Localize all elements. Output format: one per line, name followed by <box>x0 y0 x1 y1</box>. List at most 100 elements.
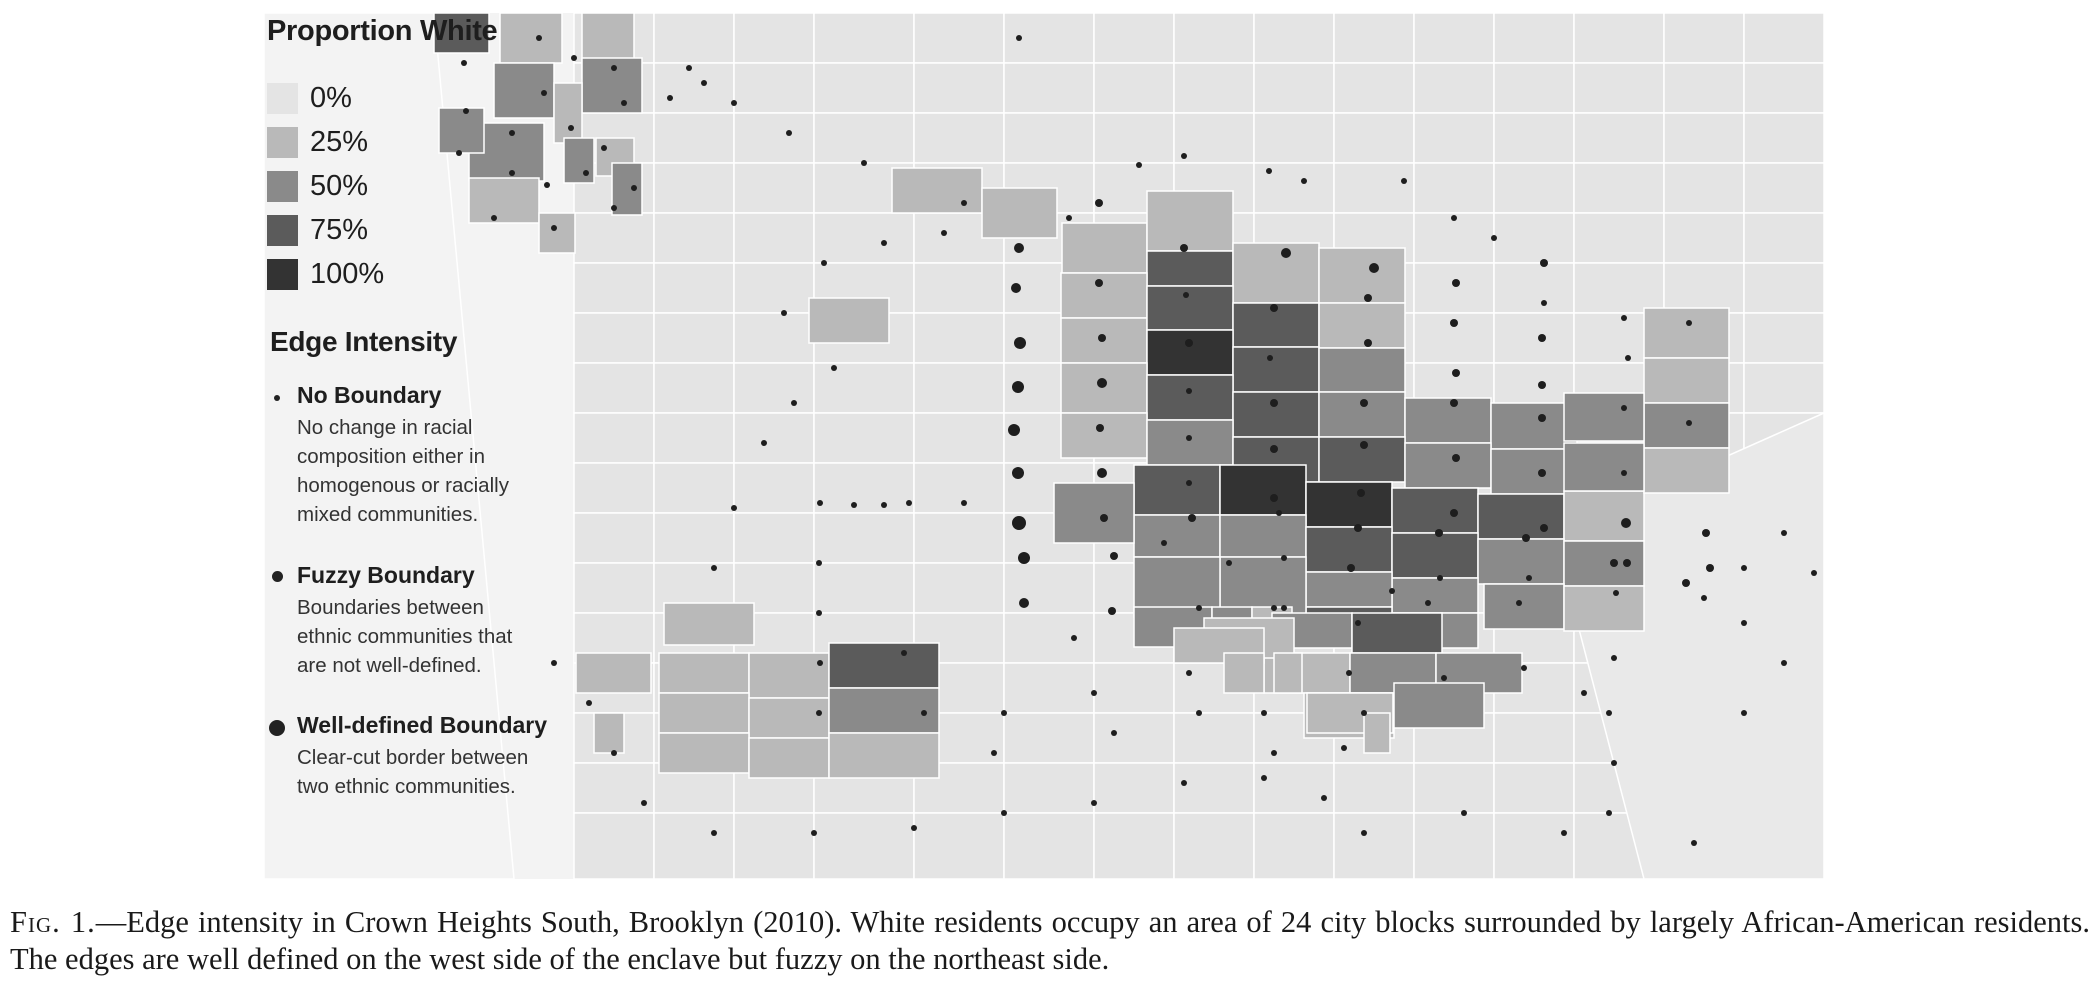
shaded-block <box>1232 346 1320 393</box>
shaded-block <box>1351 612 1443 654</box>
city-block <box>1003 562 1095 614</box>
map-figure <box>264 13 1824 879</box>
city-block <box>1493 112 1575 164</box>
city-block <box>813 812 915 879</box>
shaded-block <box>1483 583 1565 630</box>
shaded-block <box>828 687 940 734</box>
city-block <box>1003 612 1095 664</box>
edge-dot <box>1811 570 1817 576</box>
proportion-white-title: Proportion White <box>267 15 498 47</box>
city-block <box>733 462 815 514</box>
city-block <box>1743 162 1824 214</box>
city-block <box>653 512 735 564</box>
shaded-block <box>1305 571 1393 608</box>
shaded-block <box>891 167 983 214</box>
edge-dot <box>1389 588 1395 594</box>
edge-dot <box>1441 675 1447 681</box>
edge-dot <box>1491 235 1497 241</box>
shaded-block <box>1223 652 1265 694</box>
map-margin <box>264 13 515 879</box>
edge-dot <box>1621 470 1627 476</box>
edge-dot <box>1181 153 1187 159</box>
city-block <box>1173 812 1255 879</box>
edge-dot <box>583 170 589 176</box>
shaded-block <box>1146 190 1234 252</box>
legend-row-100: 100% <box>267 258 384 290</box>
city-block <box>1743 13 1824 64</box>
city-block <box>813 562 915 614</box>
shaded-block <box>1391 577 1479 614</box>
city-block <box>1413 162 1495 214</box>
figure-caption: Fig. 1.—Edge intensity in Crown Heights … <box>10 904 2090 978</box>
edge-item-title: No Boundary <box>297 382 442 408</box>
edge-dot <box>1357 489 1365 497</box>
edge-dot <box>1096 424 1104 432</box>
shaded-block <box>438 107 485 154</box>
shaded-block <box>1404 397 1492 444</box>
shaded-block <box>1060 362 1148 414</box>
edge-dot <box>1018 552 1030 564</box>
edge-dot <box>1522 534 1530 542</box>
shaded-block <box>499 13 563 64</box>
shaded-block <box>563 137 595 184</box>
edge-dot <box>1361 710 1367 716</box>
swatch-label: 100% <box>310 257 385 290</box>
edge-dot <box>1266 168 1272 174</box>
edge-dot <box>941 230 947 236</box>
edge-dot <box>1452 279 1460 287</box>
city-block <box>733 512 815 564</box>
city-block <box>1253 762 1335 814</box>
edge-dot <box>921 710 927 716</box>
desc-line: ethnic communities that <box>297 625 513 648</box>
edge-dot <box>1606 810 1612 816</box>
city-block <box>653 62 735 114</box>
edge-dot <box>1271 605 1277 611</box>
edge-dot <box>1226 560 1232 566</box>
shaded-block <box>1232 242 1320 304</box>
city-block <box>573 812 655 879</box>
edge-dot <box>611 205 617 211</box>
edge-dot <box>601 145 607 151</box>
city-block <box>1493 262 1575 314</box>
city-block <box>1413 262 1495 314</box>
city-block <box>913 812 1005 879</box>
edge-dot <box>1691 840 1697 846</box>
edge-dot <box>711 565 717 571</box>
edge-dot <box>1181 780 1187 786</box>
edge-dot <box>1702 529 1710 537</box>
edge-item-title: Fuzzy Boundary <box>297 562 475 588</box>
edge-dot <box>1621 405 1627 411</box>
edge-dot <box>831 365 837 371</box>
edge-dot <box>1686 320 1692 326</box>
shaded-block <box>1563 540 1645 587</box>
edge-dot <box>1621 315 1627 321</box>
city-block <box>813 362 915 414</box>
edge-dot <box>1270 304 1278 312</box>
desc-line: composition either in <box>297 445 486 468</box>
city-block <box>1743 312 1824 364</box>
edge-dot <box>1196 605 1202 611</box>
edge-dot <box>1706 564 1714 572</box>
edge-dot <box>1781 660 1787 666</box>
edge-dot <box>1425 600 1431 606</box>
city-block <box>913 262 1005 314</box>
edge-dot <box>731 505 737 511</box>
edge-dot <box>711 830 717 836</box>
edge-dot <box>761 440 767 446</box>
city-block <box>1493 762 1575 814</box>
edge-dot <box>1682 579 1690 587</box>
shaded-block <box>1477 538 1565 585</box>
city-block <box>1663 112 1745 164</box>
medium-dot-icon <box>272 571 283 582</box>
edge-dot <box>1741 620 1747 626</box>
edge-dot <box>541 90 547 96</box>
desc-line: homogenous or racially <box>297 474 509 497</box>
city-block <box>1573 212 1665 264</box>
edge-dot <box>1012 381 1024 393</box>
shaded-block <box>1146 329 1234 376</box>
edge-dot <box>901 650 907 656</box>
shaded-block <box>1404 442 1492 489</box>
shaded-block <box>1219 464 1307 516</box>
edge-dot <box>1271 750 1277 756</box>
city-block <box>1003 662 1095 714</box>
